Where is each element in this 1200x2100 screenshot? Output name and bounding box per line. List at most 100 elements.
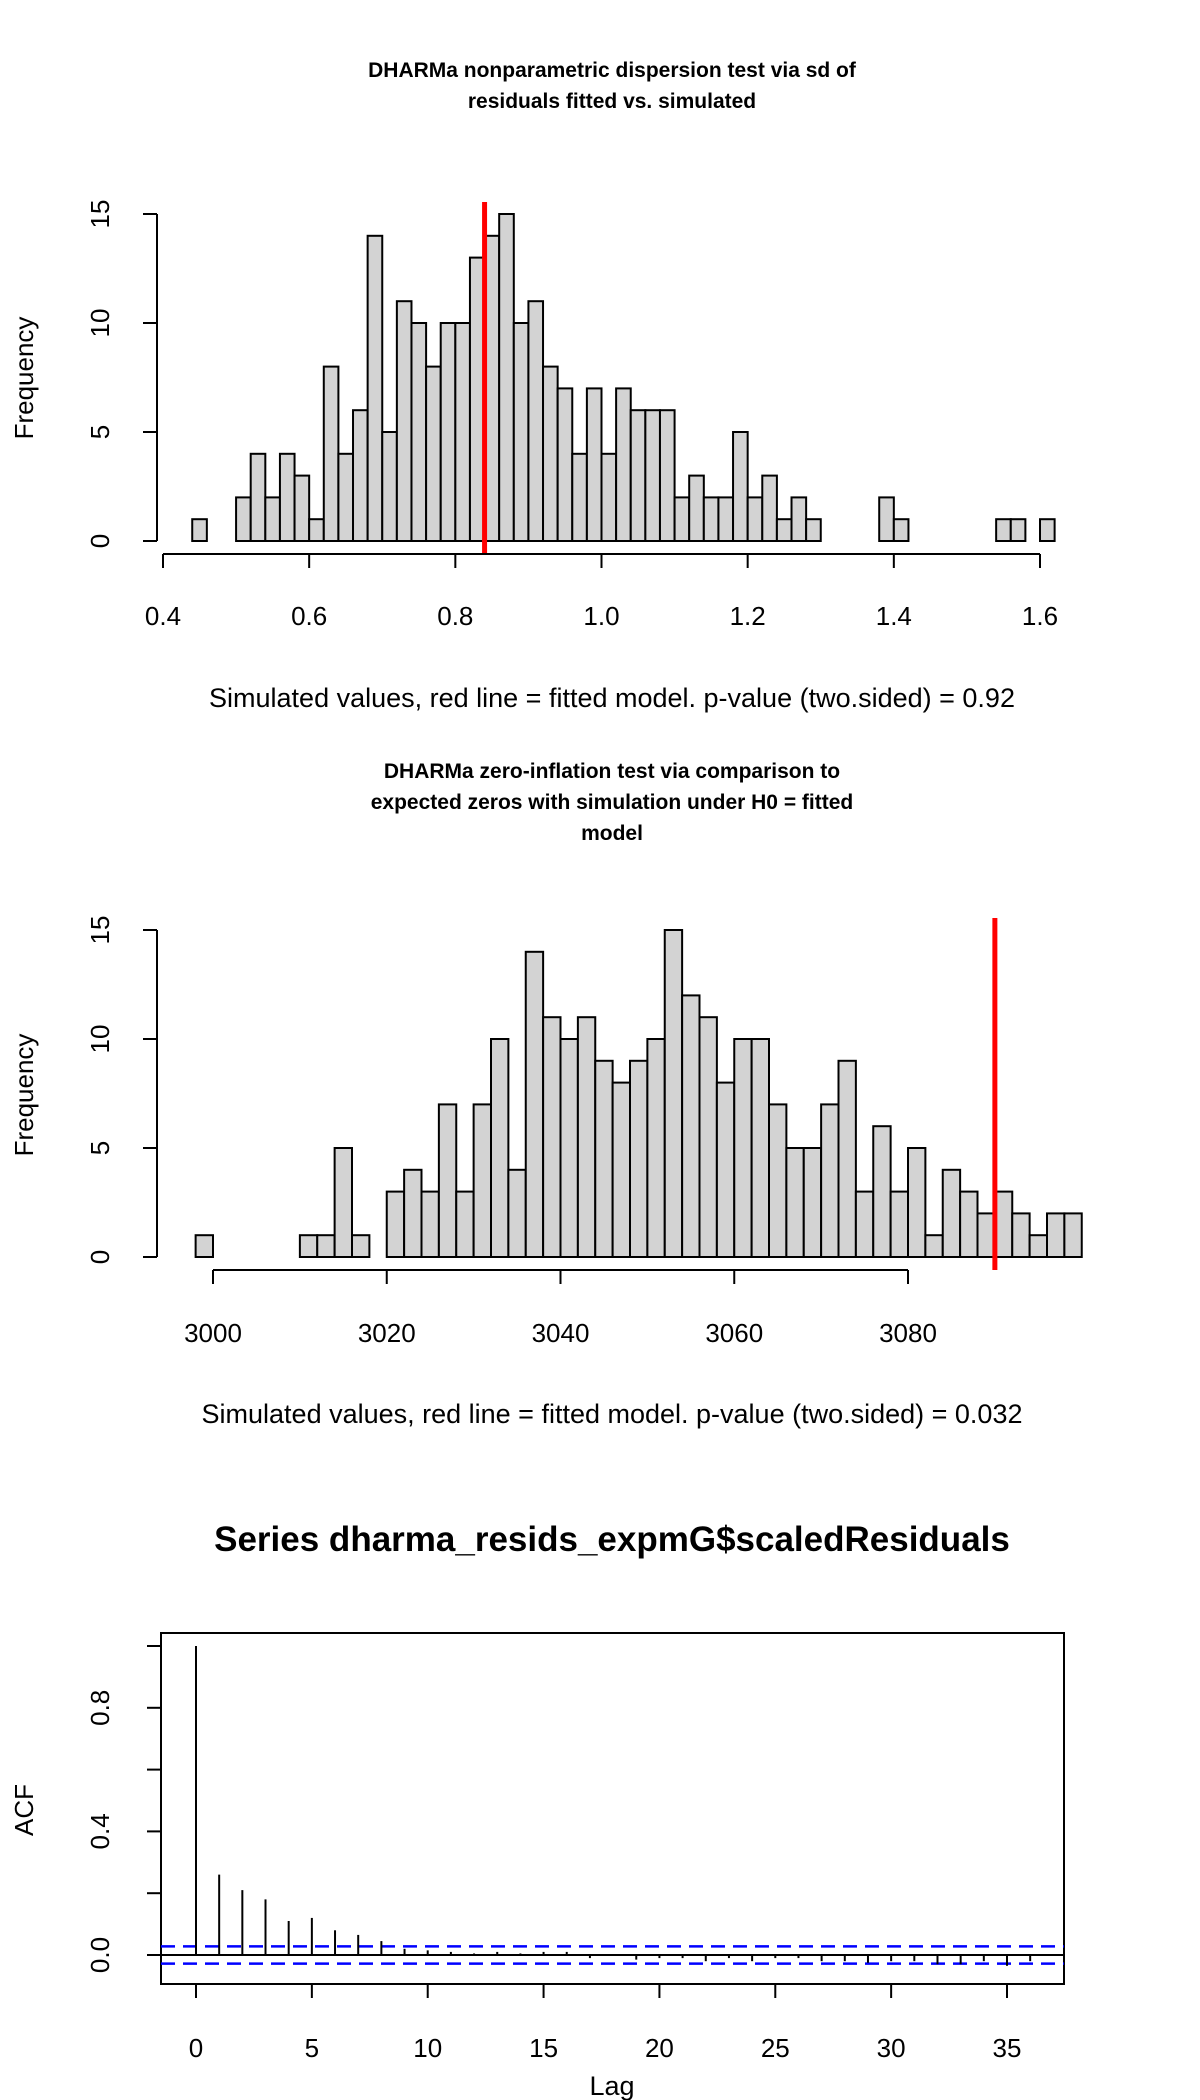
histogram-bar [420,1190,440,1258]
x-tick-label: 1.0 [583,601,619,631]
histogram-bar [385,1190,406,1258]
chart-title-line: DHARMa zero-inflation test via compariso… [384,760,840,783]
x-axis-label: Simulated values, red line = fitted mode… [202,1399,1023,1429]
histogram-bar [1009,518,1027,543]
histogram-bar [688,474,705,543]
histogram-bar [976,1212,996,1259]
histogram-bar [600,452,618,542]
histogram-bar [542,1016,562,1259]
histogram-bar [907,1147,927,1258]
histogram-bar [629,1059,649,1259]
x-tick-label: 5 [305,2033,319,2063]
x-tick-label: 0 [189,2033,203,2063]
histogram-bar [1039,518,1056,543]
histogram-bar [993,1190,1014,1258]
histogram-bar [889,1190,909,1258]
histogram-bar [559,1038,579,1258]
histogram-bar [698,1016,718,1259]
histogram-bar [454,322,471,542]
histogram-bar [790,496,808,542]
histogram-bar [576,1016,597,1259]
histogram-bar [298,1234,319,1258]
y-tick-label: 5 [85,1141,115,1155]
histogram-bar [439,322,457,542]
x-axis-label: Simulated values, red line = fitted mode… [209,683,1015,713]
histogram-bar [527,300,545,543]
histogram-bar [403,1168,423,1259]
histogram-bar [316,1234,336,1258]
x-tick-label: 3020 [358,1318,416,1348]
x-tick-label: 1.4 [876,601,912,631]
histogram-bar [802,1147,823,1258]
histogram-bar [1046,1212,1066,1259]
x-tick-label: 0.8 [437,601,473,631]
histogram-bar [455,1190,475,1258]
histogram-bar [658,409,676,543]
y-axis-label: Frequency [9,1034,39,1157]
histogram-bar [959,1190,979,1258]
chart-title: Series dharma_resids_expmG$scaledResidua… [214,1520,1010,1559]
x-tick-label: 3040 [532,1318,590,1348]
histogram-bar [837,1059,857,1259]
x-tick-label: 25 [761,2033,790,2063]
histogram-bar [490,1038,510,1258]
histogram-bar [872,1125,892,1258]
histogram-bar [337,452,355,542]
histogram-bar [646,1038,666,1258]
y-tick-label: 0 [85,1250,115,1264]
x-tick-label: 30 [877,2033,906,2063]
histogram-bar [308,518,325,543]
histogram-bar [673,496,691,542]
histogram-bar [702,496,720,542]
x-tick-label: 15 [529,2033,558,2063]
histogram-bar [681,994,701,1259]
histogram-bar [750,1038,770,1258]
y-tick-label: 0.4 [85,1813,115,1849]
y-tick-label: 10 [85,1025,115,1054]
chart-title-line: model [581,822,643,845]
histogram-bar [472,1103,492,1259]
y-axis-label: ACF [9,1784,39,1836]
histogram-bar [1028,1234,1048,1258]
histogram-bar [768,1103,788,1259]
y-tick-label: 15 [85,200,115,229]
x-tick-label: 20 [645,2033,674,2063]
histogram-bar [194,1234,214,1258]
x-tick-label: 0.6 [291,601,327,631]
chart-title-line: DHARMa nonparametric dispersion test via… [368,59,857,82]
y-tick-label: 0.0 [85,1937,115,1973]
histogram-bar [498,213,515,542]
histogram-bar [381,431,398,542]
histogram-bar [235,496,252,542]
histogram-bar [512,322,530,542]
histogram-bar [717,496,735,542]
histogram-bar [715,1081,736,1258]
histogram-bar [264,496,281,542]
histogram-bar [732,431,749,542]
histogram-bar [775,518,793,543]
histogram-bar [892,518,910,543]
x-tick-label: 1.2 [730,601,766,631]
histogram-bar [733,1038,753,1258]
histogram-bar [629,409,647,543]
histogram-bar [366,234,384,543]
histogram-bar [1063,1212,1083,1259]
y-tick-label: 0 [85,534,115,548]
plot-frame [160,1632,1065,1985]
histogram-bar [524,950,545,1258]
x-tick-label: 1.6 [1022,601,1058,631]
histogram-bar [556,387,574,542]
histogram-bar [941,1168,962,1259]
y-tick-label: 5 [85,425,115,439]
y-tick-label: 15 [85,916,115,945]
histogram-bar [611,1081,631,1258]
chart-title-line: residuals fitted vs. simulated [468,90,756,113]
histogram-bar [191,518,208,543]
histogram-bar [615,387,632,542]
histogram-bar [351,1234,371,1258]
histogram-bar [322,365,340,542]
y-tick-label: 0.8 [85,1690,115,1726]
histogram-bar [1011,1212,1031,1259]
histogram-bar [352,409,369,543]
